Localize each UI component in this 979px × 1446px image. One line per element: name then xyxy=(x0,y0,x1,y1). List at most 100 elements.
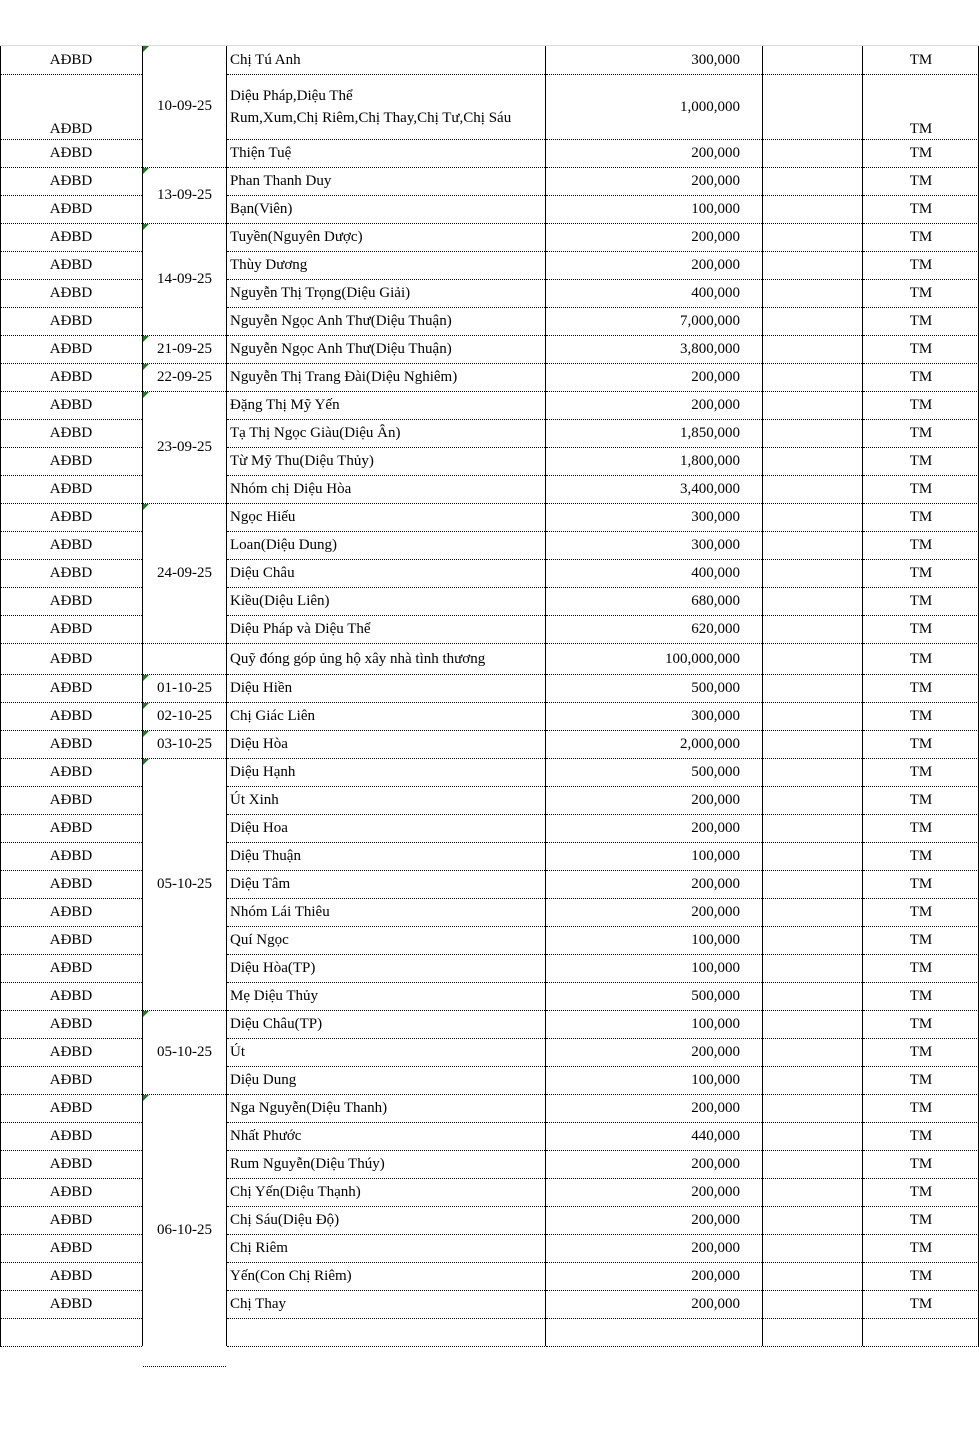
amount-cell[interactable]: 200,000 xyxy=(546,871,762,899)
payment-method-cell[interactable]: TM xyxy=(863,532,979,560)
account-code-cell[interactable]: AĐBD xyxy=(0,476,142,504)
account-code-cell[interactable]: AĐBD xyxy=(0,1067,142,1095)
empty-cell[interactable] xyxy=(763,280,862,308)
amount-cell[interactable]: 1,800,000 xyxy=(546,448,762,476)
amount-cell[interactable]: 200,000 xyxy=(546,815,762,843)
empty-cell[interactable] xyxy=(763,955,862,983)
amount-cell[interactable]: 200,000 xyxy=(546,252,762,280)
date-cell[interactable]: 22-09-25 xyxy=(143,364,226,392)
account-code-cell[interactable]: AĐBD xyxy=(0,731,142,759)
amount-cell[interactable]: 400,000 xyxy=(546,560,762,588)
account-code-cell[interactable]: AĐBD xyxy=(0,308,142,336)
payment-method-cell[interactable]: TM xyxy=(863,1263,979,1291)
account-code-cell[interactable]: AĐBD xyxy=(0,336,142,364)
amount-cell[interactable]: 200,000 xyxy=(546,168,762,196)
payment-method-cell[interactable]: TM xyxy=(863,1179,979,1207)
empty-cell[interactable] xyxy=(863,1319,979,1347)
amount-cell[interactable]: 2,000,000 xyxy=(546,731,762,759)
empty-cell[interactable] xyxy=(546,1319,762,1347)
amount-cell[interactable]: 300,000 xyxy=(546,46,762,75)
donor-name-cell[interactable]: Nhất Phước xyxy=(227,1123,545,1151)
donor-name-cell[interactable]: Tuyền(Nguyên Dược) xyxy=(227,224,545,252)
empty-cell[interactable] xyxy=(763,703,862,731)
empty-cell[interactable] xyxy=(763,787,862,815)
empty-cell[interactable] xyxy=(763,1067,862,1095)
payment-method-cell[interactable]: TM xyxy=(863,75,979,140)
date-cell[interactable] xyxy=(143,644,226,675)
amount-cell[interactable]: 500,000 xyxy=(546,675,762,703)
donor-name-cell[interactable]: Diệu Hoa xyxy=(227,815,545,843)
account-code-cell[interactable]: AĐBD xyxy=(0,224,142,252)
empty-cell[interactable] xyxy=(763,1123,862,1151)
empty-cell[interactable] xyxy=(763,815,862,843)
account-code-cell[interactable]: AĐBD xyxy=(0,616,142,644)
date-cell[interactable]: 05-10-25 xyxy=(143,759,226,1011)
empty-cell[interactable] xyxy=(763,168,862,196)
amount-cell[interactable]: 3,400,000 xyxy=(546,476,762,504)
empty-cell[interactable] xyxy=(763,336,862,364)
empty-cell[interactable] xyxy=(763,476,862,504)
payment-method-cell[interactable]: TM xyxy=(863,787,979,815)
amount-cell[interactable]: 7,000,000 xyxy=(546,308,762,336)
empty-cell[interactable] xyxy=(763,1319,862,1347)
payment-method-cell[interactable]: TM xyxy=(863,759,979,787)
account-code-cell[interactable]: AĐBD xyxy=(0,871,142,899)
date-cell[interactable]: 06-10-25 xyxy=(143,1095,226,1367)
empty-cell[interactable] xyxy=(763,1151,862,1179)
amount-cell[interactable]: 620,000 xyxy=(546,616,762,644)
payment-method-cell[interactable]: TM xyxy=(863,448,979,476)
account-code-cell[interactable]: AĐBD xyxy=(0,703,142,731)
account-code-cell[interactable]: AĐBD xyxy=(0,644,142,675)
donor-name-cell[interactable]: Nguyễn Thị Trang Đài(Diệu Nghiêm) xyxy=(227,364,545,392)
account-code-cell[interactable]: AĐBD xyxy=(0,1011,142,1039)
amount-cell[interactable]: 1,850,000 xyxy=(546,420,762,448)
account-code-cell[interactable]: AĐBD xyxy=(0,140,142,168)
payment-method-cell[interactable]: TM xyxy=(863,815,979,843)
payment-method-cell[interactable]: TM xyxy=(863,899,979,927)
empty-cell[interactable] xyxy=(763,1235,862,1263)
payment-method-cell[interactable]: TM xyxy=(863,1151,979,1179)
donor-name-cell[interactable]: Từ Mỹ Thu(Diệu Thủy) xyxy=(227,448,545,476)
donor-name-cell[interactable]: Thùy Dương xyxy=(227,252,545,280)
amount-cell[interactable]: 200,000 xyxy=(546,1151,762,1179)
payment-method-cell[interactable]: TM xyxy=(863,955,979,983)
payment-method-cell[interactable]: TM xyxy=(863,168,979,196)
donor-name-cell[interactable]: Nguyễn Ngọc Anh Thư(Diệu Thuận) xyxy=(227,336,545,364)
account-code-cell[interactable]: AĐBD xyxy=(0,787,142,815)
donor-name-cell[interactable]: Diệu Hiền xyxy=(227,675,545,703)
date-cell[interactable]: 23-09-25 xyxy=(143,392,226,504)
empty-cell[interactable] xyxy=(763,1179,862,1207)
empty-cell[interactable] xyxy=(763,899,862,927)
payment-method-cell[interactable]: TM xyxy=(863,675,979,703)
empty-cell[interactable] xyxy=(763,504,862,532)
empty-cell[interactable] xyxy=(0,1319,142,1347)
account-code-cell[interactable]: AĐBD xyxy=(0,75,142,140)
donor-name-cell[interactable]: Chị Tú Anh xyxy=(227,46,545,75)
amount-cell[interactable]: 500,000 xyxy=(546,759,762,787)
amount-cell[interactable]: 300,000 xyxy=(546,504,762,532)
payment-method-cell[interactable]: TM xyxy=(863,1207,979,1235)
account-code-cell[interactable]: AĐBD xyxy=(0,46,142,75)
payment-method-cell[interactable]: TM xyxy=(863,1123,979,1151)
payment-method-cell[interactable]: TM xyxy=(863,703,979,731)
empty-cell[interactable] xyxy=(763,1095,862,1123)
amount-cell[interactable]: 200,000 xyxy=(546,1291,762,1319)
payment-method-cell[interactable]: TM xyxy=(863,1039,979,1067)
donor-name-cell[interactable]: Loan(Diệu Dung) xyxy=(227,532,545,560)
account-code-cell[interactable]: AĐBD xyxy=(0,1151,142,1179)
amount-cell[interactable]: 680,000 xyxy=(546,588,762,616)
empty-cell[interactable] xyxy=(763,644,862,675)
date-cell[interactable]: 05-10-25 xyxy=(143,1011,226,1095)
amount-cell[interactable]: 100,000 xyxy=(546,955,762,983)
payment-method-cell[interactable]: TM xyxy=(863,560,979,588)
payment-method-cell[interactable]: TM xyxy=(863,1067,979,1095)
amount-cell[interactable]: 200,000 xyxy=(546,392,762,420)
amount-cell[interactable]: 100,000,000 xyxy=(546,644,762,675)
empty-cell[interactable] xyxy=(763,675,862,703)
empty-cell[interactable] xyxy=(763,308,862,336)
donor-name-cell[interactable]: Chị Yến(Diệu Thạnh) xyxy=(227,1179,545,1207)
payment-method-cell[interactable]: TM xyxy=(863,140,979,168)
donor-name-cell[interactable]: Diệu Pháp,Diệu Thể Rum,Xum,Chị Riêm,Chị T… xyxy=(227,75,545,140)
account-code-cell[interactable]: AĐBD xyxy=(0,532,142,560)
payment-method-cell[interactable]: TM xyxy=(863,476,979,504)
